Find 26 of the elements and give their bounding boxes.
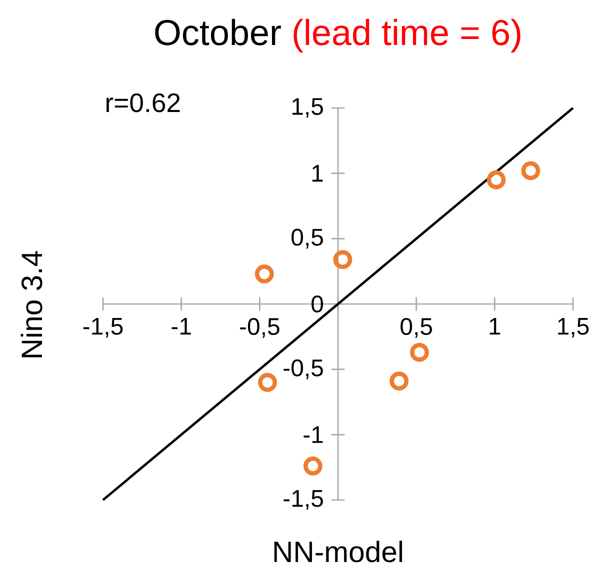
y-tick-label: -1,5 xyxy=(284,490,323,510)
point xyxy=(258,372,277,392)
point xyxy=(521,161,540,180)
chart-title: October xyxy=(155,18,281,46)
point xyxy=(390,372,409,391)
x-tick-label: 1,5 xyxy=(558,318,589,338)
point xyxy=(303,456,322,476)
point xyxy=(254,264,274,284)
chart-subtitle: (lead time = 6) xyxy=(294,18,520,52)
y-tick-label: 0,5 xyxy=(292,228,323,249)
y-tick-label: 0 xyxy=(312,295,324,312)
x-tick-label: -1,5 xyxy=(83,318,123,338)
y-tick-label: -1 xyxy=(304,426,323,443)
annotation: r=0.62 xyxy=(106,93,180,112)
x-tick-label: 0,5 xyxy=(400,318,432,338)
x-tick-label: -0,5 xyxy=(240,318,280,338)
y-tick-label: 1,5 xyxy=(292,98,323,118)
x-tick-label: 1 xyxy=(490,318,500,335)
x-tick-label: -1 xyxy=(172,318,191,335)
point xyxy=(486,170,506,190)
y-tick-label: -0,5 xyxy=(284,359,323,380)
x-axis-title: NN-model xyxy=(274,540,402,562)
point xyxy=(410,342,429,362)
point xyxy=(333,250,352,270)
y-axis-title: Nino 3.4 xyxy=(20,251,42,358)
y-tick-label: 1 xyxy=(312,165,323,182)
